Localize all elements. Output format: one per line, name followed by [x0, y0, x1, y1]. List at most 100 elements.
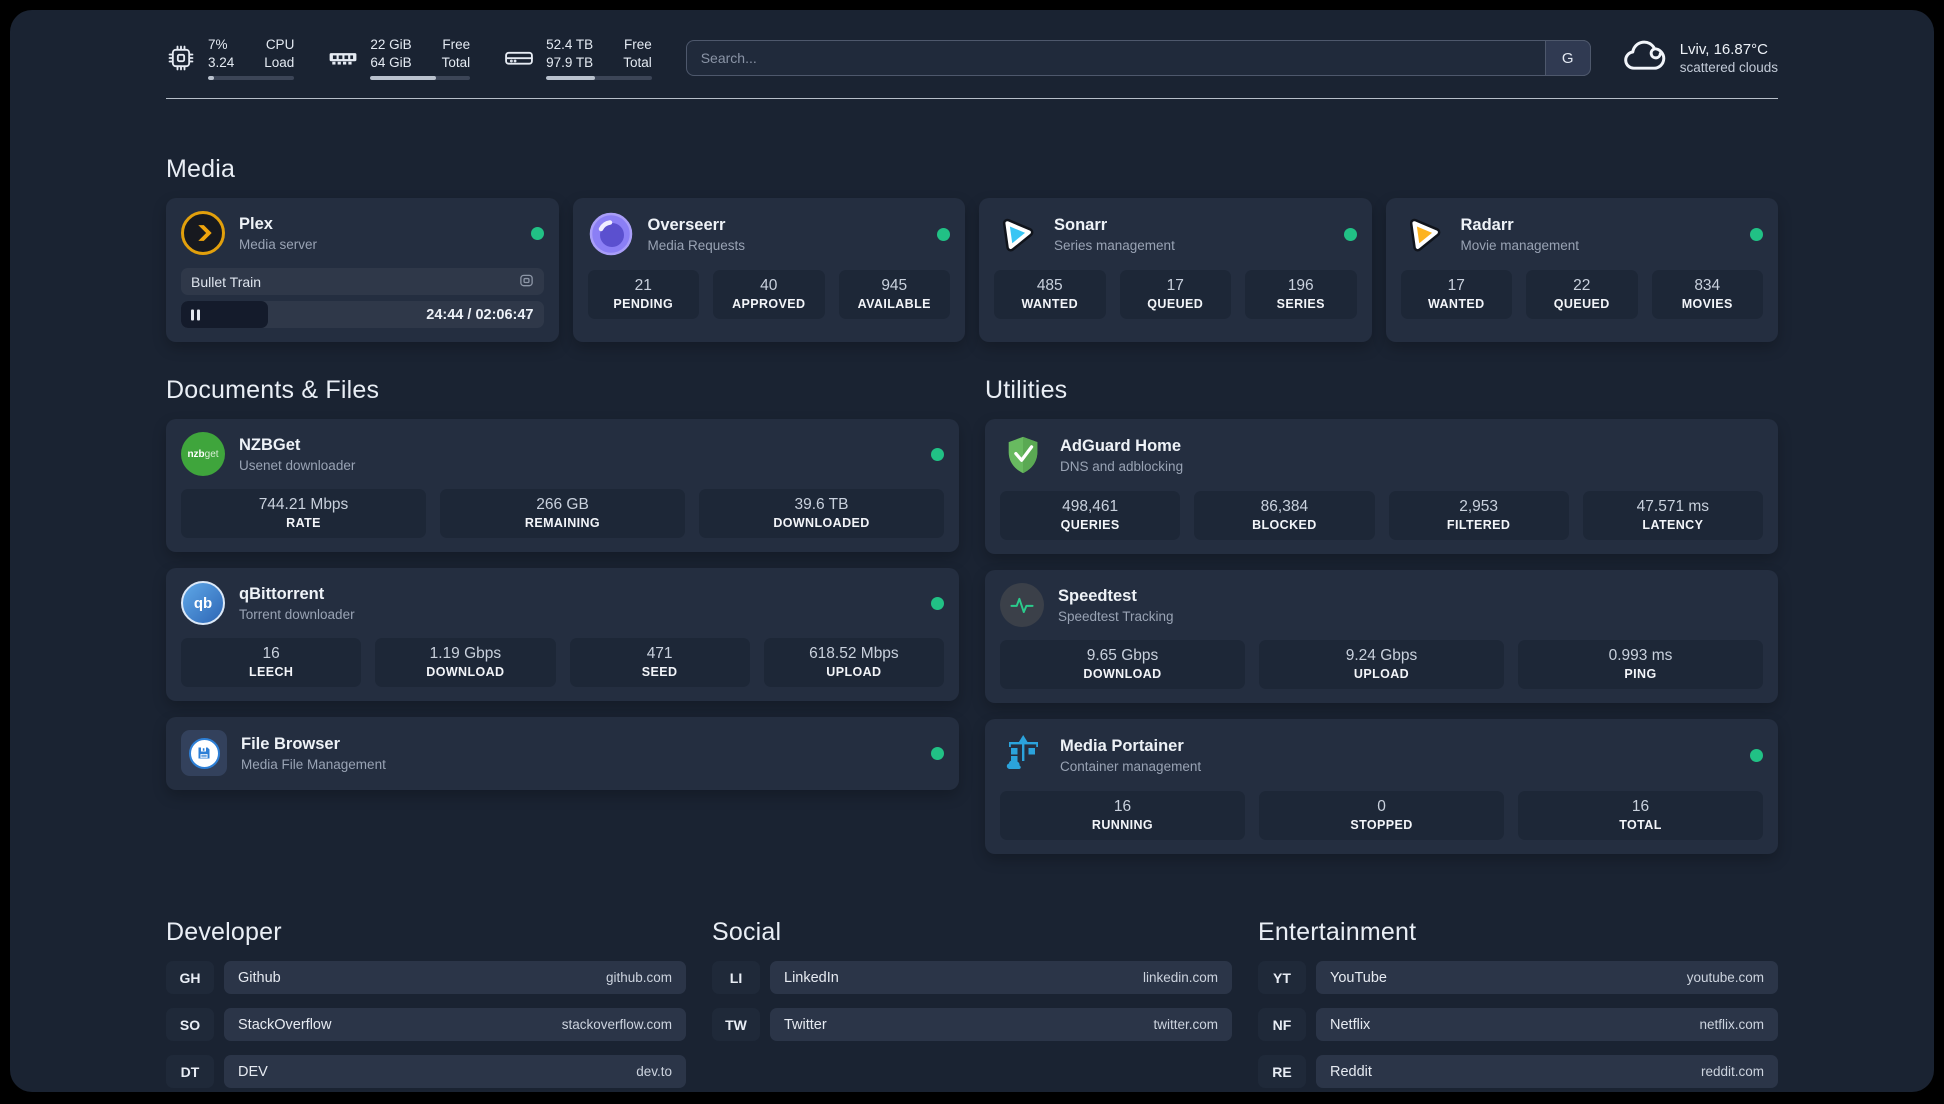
adguard-card[interactable]: AdGuard Home DNS and adblocking 498,461 …: [985, 419, 1778, 555]
stat-value: 945: [881, 277, 908, 295]
stat-value: 471: [646, 645, 673, 663]
stat-label: PING: [1624, 667, 1657, 682]
cpu-values: 7% 3.24: [208, 37, 235, 70]
service-description: Usenet downloader: [239, 457, 356, 473]
link-url: netflix.com: [1699, 1017, 1764, 1033]
stat-box: 0 STOPPED: [1259, 791, 1504, 841]
stat-value: 0: [1377, 798, 1386, 816]
link-url: dev.to: [636, 1064, 672, 1080]
memory-stat: 22 GiB 64 GiB Free Total: [328, 36, 471, 81]
pause-icon[interactable]: [191, 309, 200, 321]
header-divider: [166, 98, 1778, 100]
plex-card[interactable]: Plex Media server Bullet Train: [166, 198, 559, 343]
entertainment-section: Entertainment YT YouTube youtube.com NF …: [1258, 918, 1778, 1089]
sonarr-card[interactable]: Sonarr Series management 485 WANTED 17 Q…: [979, 198, 1372, 343]
section-title-social: Social: [712, 918, 782, 947]
stat-box: 17 QUEUED: [1119, 270, 1231, 320]
stat-value: 196: [1287, 277, 1314, 295]
playback-time: 24:44 / 02:06:47: [426, 306, 534, 323]
disk-stat: 52.4 TB 97.9 TB Free Total: [504, 36, 652, 81]
stat-value: 16: [1631, 798, 1650, 816]
link-row-stackoverflow: SO StackOverflow stackoverflow.com: [166, 1008, 686, 1042]
cast-icon[interactable]: [519, 273, 534, 291]
stat-value: 22: [1573, 277, 1591, 295]
service-description: Series management: [1054, 237, 1175, 253]
link-name: Reddit: [1330, 1063, 1372, 1080]
radarr-icon: [1401, 211, 1447, 257]
status-dot: [1750, 227, 1763, 241]
cpu-icon: [166, 43, 196, 73]
sonarr-icon: [994, 211, 1040, 257]
link-url: twitter.com: [1153, 1017, 1218, 1033]
nzbget-card[interactable]: nzb get NZBGet Usenet downloader 744.21 M…: [166, 419, 959, 553]
section-title-developer: Developer: [166, 918, 282, 947]
link-name: LinkedIn: [784, 969, 839, 986]
status-dot: [530, 226, 544, 240]
link-youtube[interactable]: YouTube youtube.com: [1316, 961, 1778, 995]
link-tag: RE: [1258, 1055, 1306, 1089]
stat-value: 17: [1166, 277, 1184, 295]
link-stackoverflow[interactable]: StackOverflow stackoverflow.com: [224, 1008, 686, 1042]
link-row-linkedin: LI LinkedIn linkedin.com: [712, 961, 1232, 995]
search-provider-button[interactable]: G: [1544, 40, 1591, 77]
service-description: Torrent downloader: [239, 606, 355, 622]
weather-condition: scattered clouds: [1679, 60, 1778, 76]
nzbget-icon-text2: get: [204, 448, 219, 460]
link-url: stackoverflow.com: [561, 1017, 672, 1033]
link-url: linkedin.com: [1142, 970, 1218, 986]
link-github[interactable]: Github github.com: [224, 961, 686, 995]
overseerr-card[interactable]: Overseerr Media Requests 21 PENDING 40 A…: [572, 198, 965, 343]
service-name: File Browser: [241, 734, 341, 753]
stat-box: 2,953 FILTERED: [1388, 491, 1569, 541]
link-reddit[interactable]: Reddit reddit.com: [1316, 1055, 1778, 1089]
link-name: DEV: [238, 1063, 268, 1080]
link-row-github: GH Github github.com: [166, 961, 686, 995]
service-name: Overseerr: [647, 215, 726, 234]
search-bar: G: [685, 40, 1591, 77]
service-name: Sonarr: [1054, 215, 1108, 234]
playback-progress-bar[interactable]: 24:44 / 02:06:47: [181, 301, 544, 329]
stat-box: 266 GB REMAINING: [440, 489, 685, 539]
radarr-card[interactable]: Radarr Movie management 17 WANTED 22 QUE…: [1385, 198, 1778, 343]
stat-label: APPROVED: [732, 297, 806, 312]
overseerr-icon: [588, 211, 634, 257]
link-linkedin[interactable]: LinkedIn linkedin.com: [770, 961, 1232, 995]
link-tag: TW: [712, 1008, 760, 1042]
search-input[interactable]: [685, 40, 1591, 77]
stat-label: TOTAL: [1619, 818, 1662, 833]
portainer-card[interactable]: Media Portainer Container management 16 …: [985, 719, 1778, 855]
stat-label: SEED: [641, 665, 678, 680]
cpu-labels: CPU Load: [264, 37, 295, 70]
stat-value: 1.19 Gbps: [429, 645, 502, 663]
link-name: Github: [238, 969, 281, 986]
stat-label: MOVIES: [1681, 297, 1733, 312]
stat-value: 618.52 Mbps: [809, 645, 899, 663]
stat-label: UPLOAD: [1353, 667, 1410, 682]
stat-label: UPLOAD: [826, 665, 882, 680]
stat-box: 9.65 Gbps DOWNLOAD: [1000, 640, 1245, 690]
now-playing-title-row: Bullet Train: [181, 268, 544, 296]
stat-label: WANTED: [1021, 297, 1079, 312]
qbittorrent-card[interactable]: qb qBittorrent Torrent downloader 16: [166, 568, 959, 702]
speedtest-card[interactable]: Speedtest Speedtest Tracking 9.65 Gbps D…: [985, 570, 1778, 704]
stat-value: 21: [634, 277, 652, 295]
social-section: Social LI LinkedIn linkedin.com TW Twitt…: [712, 918, 1232, 1088]
link-twitter[interactable]: Twitter twitter.com: [770, 1008, 1232, 1042]
stat-box: 196 SERIES: [1245, 270, 1357, 320]
link-row-reddit: RE Reddit reddit.com: [1258, 1055, 1778, 1089]
stat-box: 744.21 Mbps RATE: [181, 489, 426, 539]
stat-value: 9.65 Gbps: [1086, 647, 1159, 665]
link-netflix[interactable]: Netflix netflix.com: [1316, 1008, 1778, 1042]
status-dot: [1343, 227, 1357, 241]
stat-value: 9.24 Gbps: [1345, 647, 1418, 665]
link-dev[interactable]: DEV dev.to: [224, 1055, 686, 1089]
nzbget-icon-text: nzb: [187, 448, 205, 460]
stat-box: 16 TOTAL: [1518, 791, 1763, 841]
stat-box: 945 AVAILABLE: [838, 270, 950, 320]
stat-value: 2,953: [1459, 498, 1499, 516]
stat-box: 0.993 ms PING: [1518, 640, 1763, 690]
stat-label: WANTED: [1427, 297, 1485, 312]
filebrowser-card[interactable]: File Browser Media File Management: [166, 717, 959, 791]
dashboard: 7% 3.24 CPU Load: [10, 10, 1934, 1092]
stat-value: 16: [1113, 798, 1132, 816]
